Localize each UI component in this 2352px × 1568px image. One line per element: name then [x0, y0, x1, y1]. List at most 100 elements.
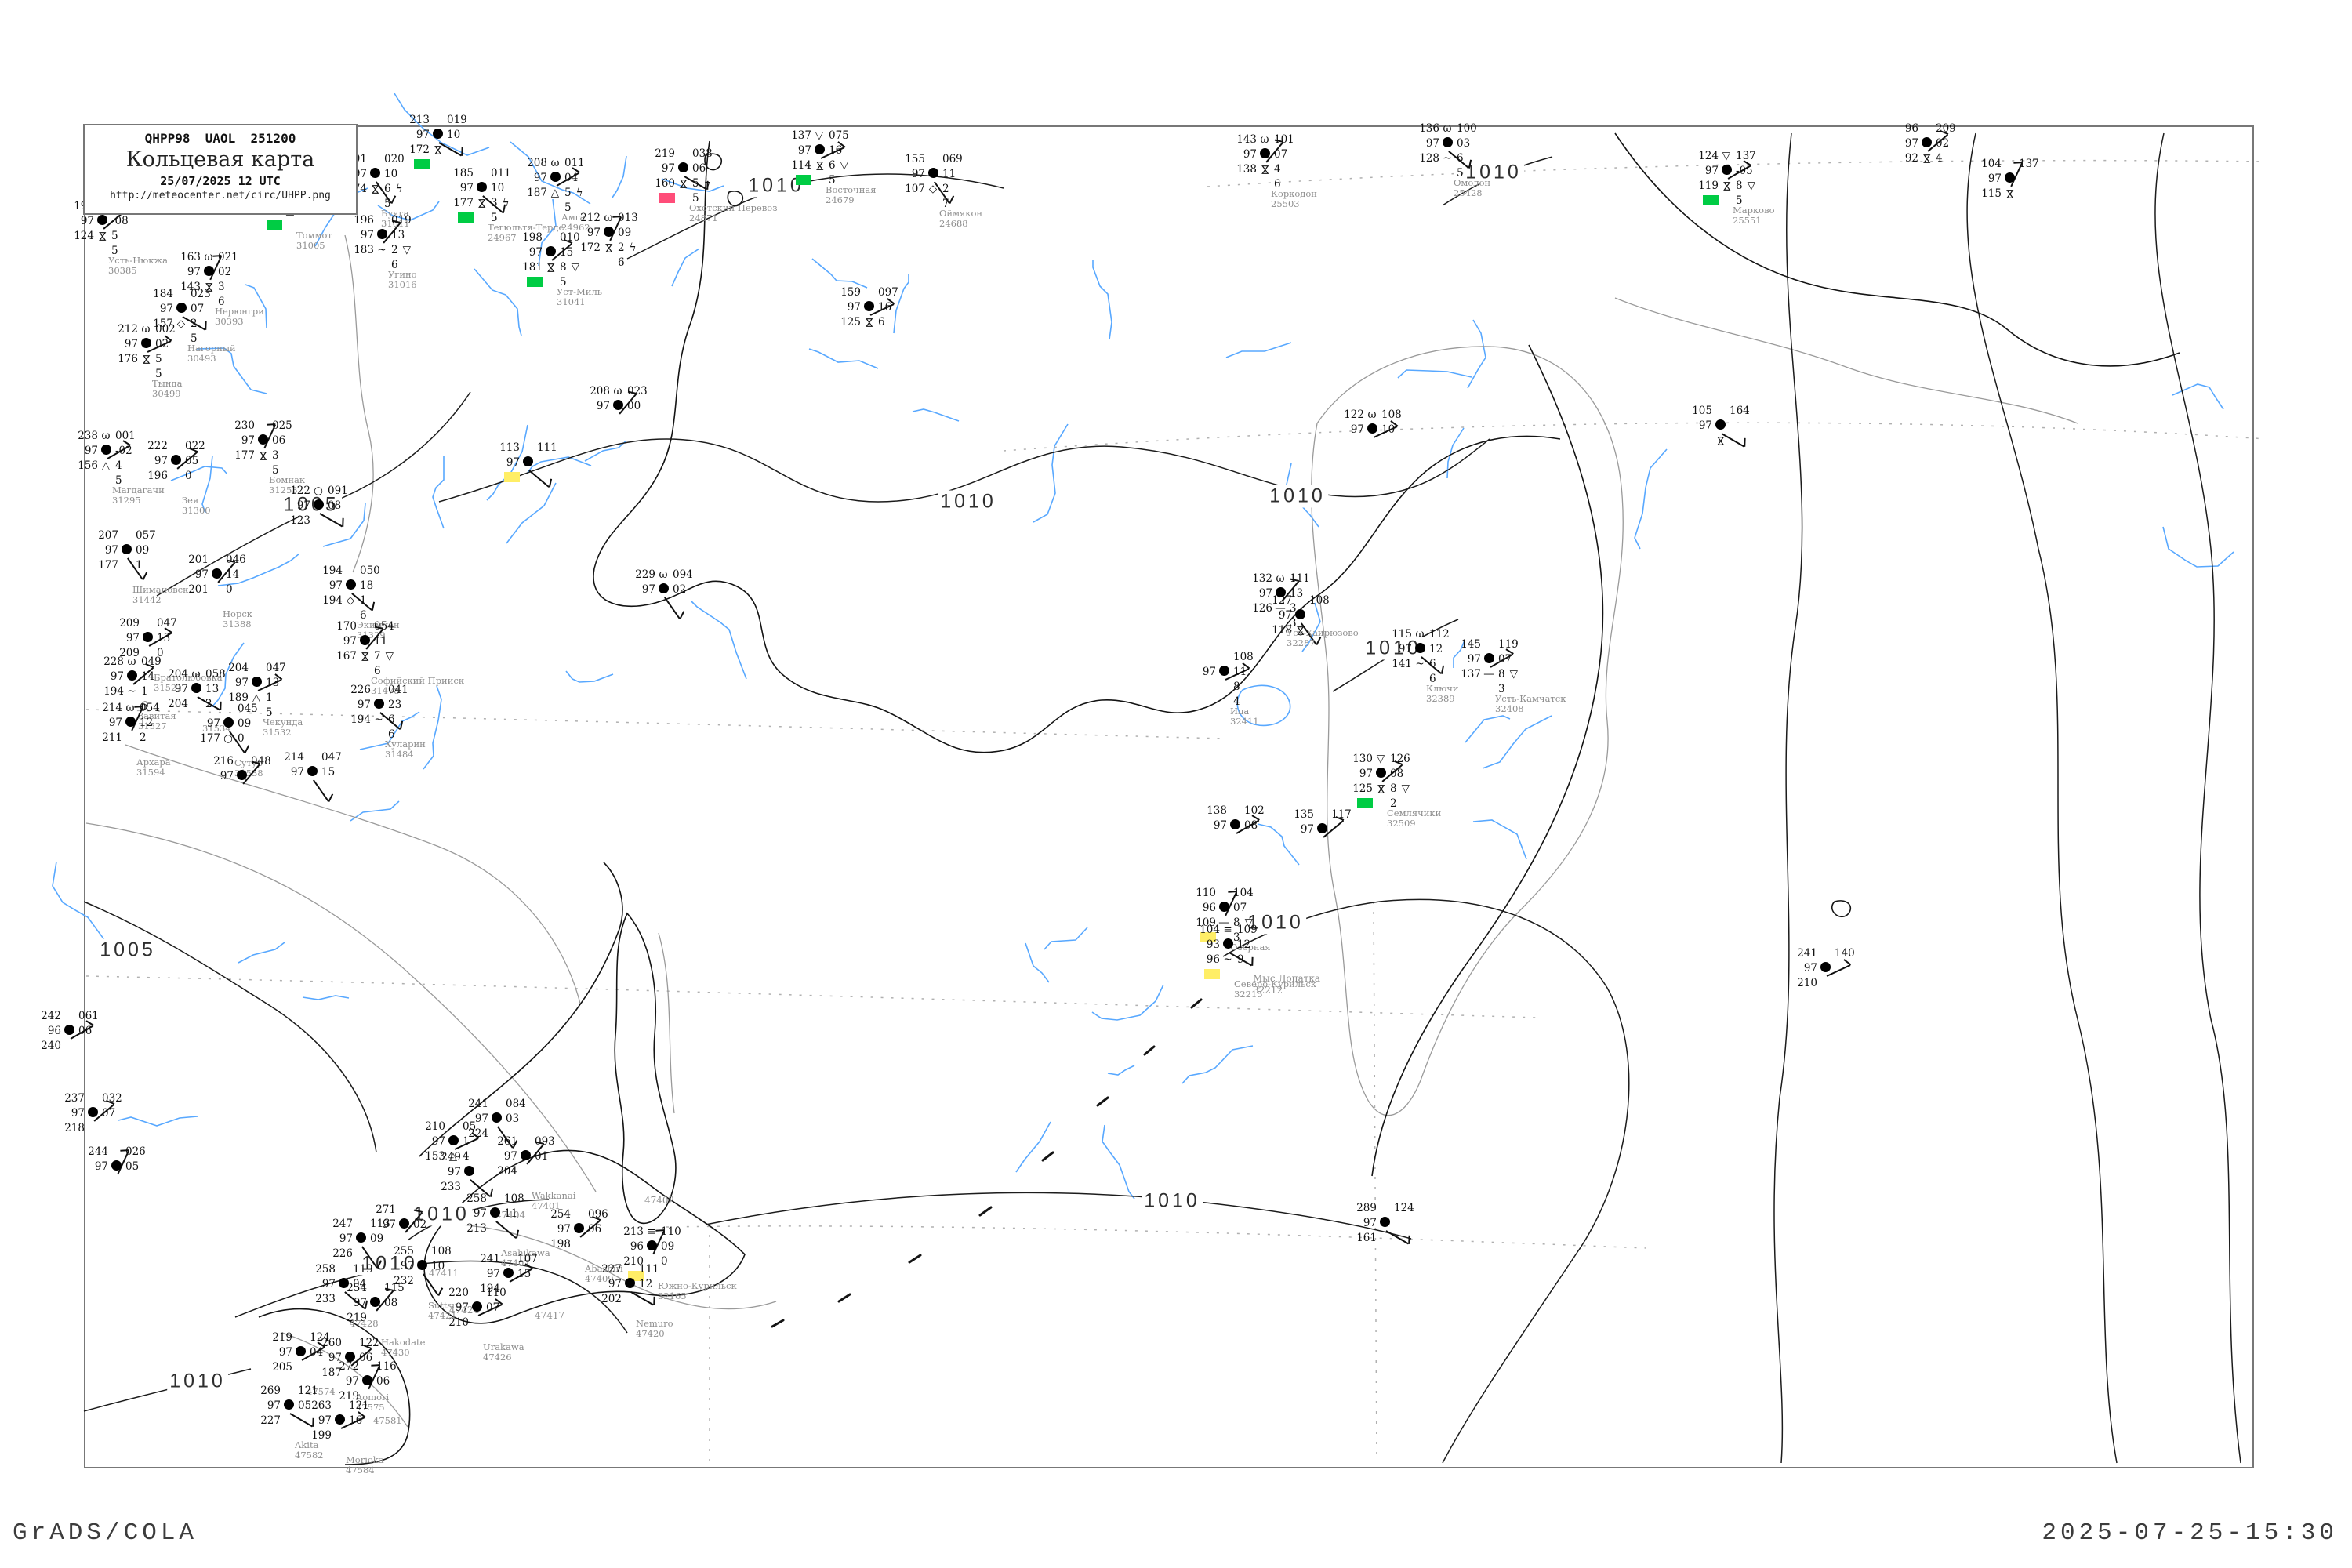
cloud-amount: [100, 1121, 143, 1136]
station-name-label: Омолон 25428: [1454, 177, 1491, 198]
weather-symbol-icon: [461, 1150, 477, 1165]
weather-symbol-icon: [1712, 404, 1728, 419]
pressure-tendency: 04: [564, 172, 579, 184]
low-cloud-icon: [118, 558, 134, 573]
cloud-amount: 8 ▽: [1233, 916, 1253, 929]
cloud-amount: 8 ▽: [1390, 782, 1410, 795]
weather-symbol-icon: [2002, 157, 2017, 172]
station-name-label: Ключи 32389: [1426, 683, 1459, 704]
cloud-amount: 8: [1233, 681, 1240, 693]
cloud-amount: 4: [115, 459, 122, 472]
isobar-value-label: 1010: [1267, 485, 1328, 508]
river-segment: [1107, 1065, 1135, 1076]
marker-cell: [516, 275, 543, 290]
station-plot: 138 102 97 08: [1200, 804, 1285, 834]
low-cloud-icon: ⋈: [256, 450, 270, 462]
map-source-url: http://meteocenter.net/circ/UHPP.png: [110, 190, 331, 201]
station-humidity: 97: [104, 544, 118, 557]
station-temperature: 208: [590, 385, 610, 397]
station-temperature: 289: [1356, 1202, 1377, 1214]
marker-cell: [1246, 616, 1272, 631]
render-timestamp: 2025-07-25-15:30: [2042, 1519, 2338, 1547]
cloud-amount: 0: [661, 1255, 668, 1268]
region-border: [85, 822, 597, 1192]
station-temperature: 145: [1461, 638, 1481, 651]
river-segment: [302, 995, 350, 1000]
station-humidity: 97: [473, 1207, 487, 1220]
station-pressure: 021: [218, 251, 238, 263]
station-temperature: 155: [905, 153, 925, 165]
river-segment: [671, 248, 700, 287]
station-temperature: 170: [336, 620, 357, 633]
station-humidity: 97: [1363, 1217, 1377, 1229]
station-dewpoint: 181: [522, 261, 543, 274]
isobar-value-label: 1010: [938, 490, 999, 514]
pressure-tendency: 07: [1498, 653, 1512, 666]
station-pressure: 023: [191, 288, 211, 300]
weather-symbol-icon: ω: [141, 323, 151, 336]
cloud-amount: 6: [878, 316, 885, 328]
precip-marker-green: [267, 220, 282, 230]
station-humidity: 97: [234, 677, 249, 689]
station-plot: 261 093 97 01 204 Wakkanai 47401: [491, 1134, 575, 1211]
station-name-label: Бомнак 31253: [269, 474, 306, 495]
station-pressure: 061: [78, 1010, 99, 1022]
marker-cell: [256, 219, 282, 234]
station-humidity: 93: [1206, 938, 1220, 951]
pressure-tendency: 09: [618, 227, 632, 239]
station-temperature: 247: [332, 1218, 353, 1230]
low-cloud-icon: ⋈: [431, 144, 445, 156]
low-cloud-icon: [310, 514, 326, 528]
river-segment: [538, 198, 557, 267]
precip-marker-green: [796, 175, 811, 185]
station-name-label: Нерюнгри 30393: [215, 306, 264, 327]
station-plot: 238 ω 001 97 -02 156 △ 4 5 Магдагачи 31295: [71, 429, 165, 506]
extra-weather-icon: ▽: [1244, 916, 1253, 929]
station-circle-icon: [1222, 938, 1233, 949]
station-humidity: 97: [1398, 643, 1412, 655]
weather-symbol-icon: [342, 1336, 358, 1351]
station-humidity: 97: [416, 129, 430, 141]
station-temperature: 222: [147, 440, 168, 452]
cloud-amount: [1833, 976, 1875, 991]
station-humidity: 97: [110, 670, 124, 683]
station-pressure: 047: [157, 617, 177, 630]
station-temperature: 213: [409, 114, 430, 126]
station-humidity: 97: [108, 717, 122, 729]
cloud-cover-icon: [500, 1267, 516, 1282]
station-pressure: 047: [321, 751, 342, 764]
station-humidity: 97: [431, 1135, 445, 1148]
spacer: [1272, 616, 1288, 631]
station-plot: 258 119 97 04 233 47428: [309, 1262, 394, 1329]
cloud-amount: [326, 514, 368, 528]
weather-symbol-icon: [118, 528, 134, 543]
river-segment: [170, 466, 228, 481]
station-name-label: Morioka 47584: [346, 1454, 384, 1475]
station-humidity: 97: [1425, 137, 1439, 150]
cloud-amount: 6 ▽: [829, 159, 848, 172]
weather-symbol-icon: [396, 1203, 412, 1218]
station-name-label: Охотский Перевоз 24871: [689, 202, 778, 223]
station-humidity: 97: [125, 632, 140, 644]
weather-symbol-icon: [281, 1384, 296, 1399]
station-dewpoint: 118: [1272, 624, 1292, 637]
cloud-cover-icon: [371, 698, 387, 713]
marker-cell: [1189, 931, 1216, 946]
marker-cell: [898, 197, 925, 212]
weather-symbol-icon: [1216, 650, 1232, 665]
station-circle-icon: [257, 434, 268, 445]
station-name-label: Братолюбовка 31521: [154, 672, 223, 693]
station-plot: 271 97 02: [369, 1203, 454, 1233]
pressure-tendency: [2017, 172, 2060, 187]
precip-marker-yellow: [504, 472, 520, 482]
weather-symbol-icon: ω: [1260, 133, 1269, 146]
station-pressure: 049: [141, 655, 162, 668]
river-segment: [510, 141, 591, 205]
station-plot: 96 209 97 02 92 ⋈ 4: [1892, 122, 1976, 166]
river-segment: [1257, 823, 1300, 866]
cloud-amount: 1: [136, 559, 143, 572]
weather-symbol-icon: [445, 1120, 461, 1134]
region-border: [125, 744, 581, 1004]
station-pressure: 111: [537, 441, 557, 454]
